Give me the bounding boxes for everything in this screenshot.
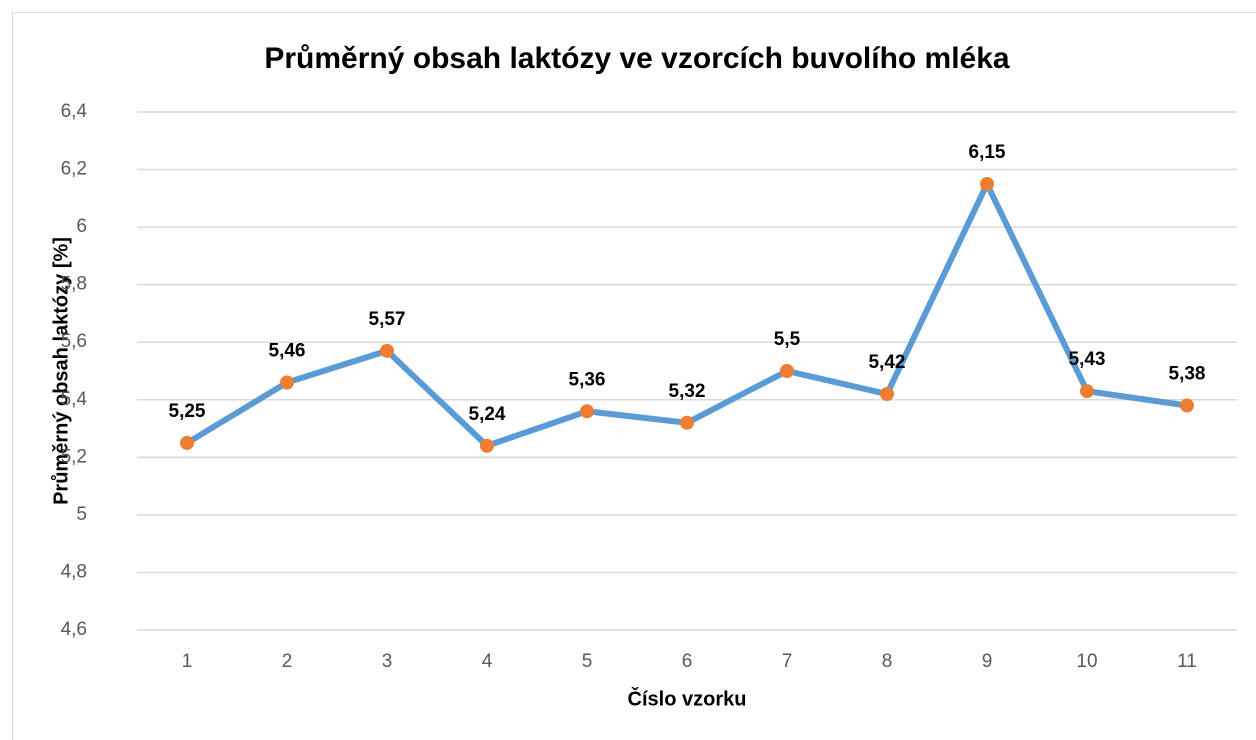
data-point [280,375,294,390]
data-point [980,176,994,191]
data-point [1080,384,1094,399]
x-tick-label: 11 [1177,651,1197,672]
data-point [680,415,694,430]
x-axis-label: Číslo vzorku [628,686,747,710]
y-tick-label: 5,8 [61,274,87,295]
y-axis-label: Průměrný obsah laktózy [%] [50,237,72,505]
data-label: 5,42 [869,352,906,373]
x-tick-label: 4 [482,651,493,672]
x-tick-label: 10 [1076,651,1097,672]
data-point [880,387,894,402]
data-point [180,435,194,450]
chart-border [12,12,1256,740]
y-tick-label: 6,2 [61,159,87,180]
data-point [480,438,494,453]
y-tick-label: 4,6 [61,619,87,640]
y-tick-label: 6,4 [61,101,88,122]
data-label: 5,5 [774,329,801,350]
x-tick-label: 8 [882,651,893,672]
data-point [380,343,394,358]
data-label: 5,46 [269,341,306,362]
y-tick-label: 4,8 [61,561,87,582]
data-point [780,364,794,378]
chart-title: Průměrný obsah laktózy ve vzorcích buvol… [264,42,1010,75]
x-tick-label: 5 [582,651,593,672]
data-label: 5,57 [369,309,406,330]
data-point [580,404,594,419]
y-tick-label: 6 [76,216,87,237]
data-label: 5,38 [1169,364,1206,385]
x-tick-label: 9 [982,651,993,672]
data-label: 5,43 [1069,349,1106,370]
y-tick-label: 5,4 [61,389,88,410]
y-tick-label: 5 [76,504,87,525]
data-point [1180,398,1194,413]
x-tick-label: 6 [682,651,693,672]
data-label: 5,24 [469,404,506,425]
x-tick-label: 7 [782,651,793,672]
data-label: 5,32 [669,381,706,402]
y-tick-label: 5,6 [61,331,87,352]
data-label: 6,15 [969,142,1006,163]
data-label: 5,36 [569,369,606,390]
x-tick-label: 2 [282,651,293,672]
x-tick-label: 3 [382,651,393,672]
data-label: 5,25 [169,401,206,422]
x-tick-label: 1 [182,651,193,672]
y-tick-label: 5,2 [61,446,87,467]
